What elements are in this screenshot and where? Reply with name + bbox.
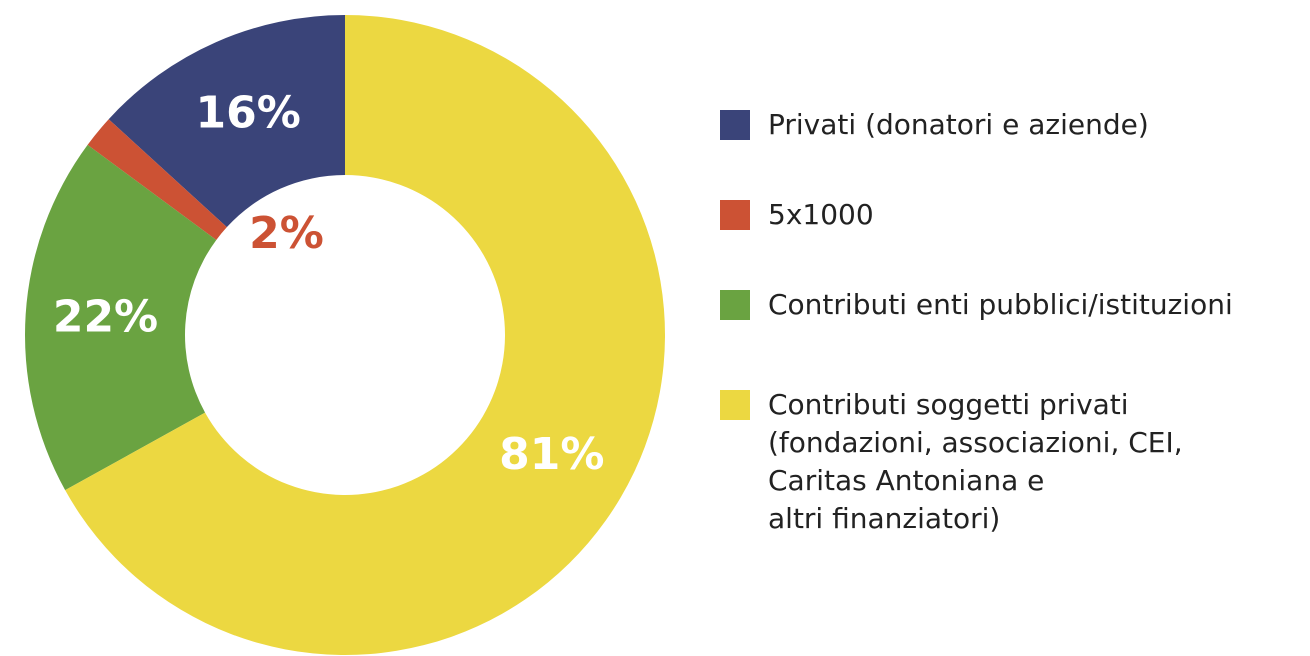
- value-label: 16%: [195, 87, 300, 138]
- legend-label: Privati (donatori e aziende): [768, 108, 1149, 141]
- value-label: 2%: [249, 208, 324, 259]
- legend-swatch: [720, 110, 750, 140]
- legend-item: Privati (donatori e aziende): [720, 106, 1149, 144]
- donut-segment: [65, 15, 666, 655]
- legend-item: Contributi enti pubblici/istituzioni: [720, 286, 1233, 324]
- legend-swatch: [720, 290, 750, 320]
- legend-swatch: [720, 390, 750, 420]
- chart: 16% 2% 22% 81%: [24, 15, 666, 655]
- value-label: 81%: [499, 429, 604, 480]
- legend-item: Contributi soggetti privati (fondazioni,…: [720, 386, 1183, 538]
- donut-segment: [108, 15, 345, 228]
- legend: Privati (donatori e aziende) 5x1000 Contri…: [720, 0, 1310, 656]
- donut-segment: [87, 119, 227, 240]
- legend-swatch: [720, 200, 750, 230]
- legend-label: Contributi soggetti privati (fondazioni,…: [768, 388, 1183, 535]
- legend-label: Contributi enti pubblici/istituzioni: [768, 288, 1233, 321]
- value-label: 22%: [53, 291, 158, 342]
- legend-label: 5x1000: [768, 198, 874, 231]
- donut-segment: [24, 144, 217, 491]
- legend-item: 5x1000: [720, 196, 874, 234]
